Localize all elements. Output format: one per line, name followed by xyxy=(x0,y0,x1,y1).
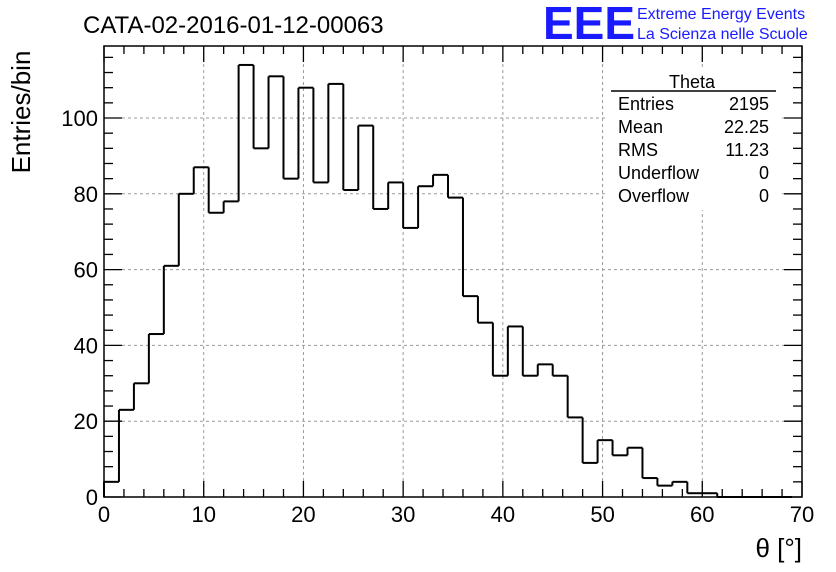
y-tick-label: 20 xyxy=(74,409,98,434)
chart-title: CATA-02-2016-01-12-00063 xyxy=(83,12,384,39)
brand-line-2: La Scienza nelle Scuole xyxy=(637,26,808,43)
stats-row-value: 0 xyxy=(759,186,769,206)
stats-row-value: 0 xyxy=(759,163,769,183)
x-tick-label: 60 xyxy=(690,502,714,527)
y-tick-label: 60 xyxy=(74,258,98,283)
stats-row-label: Overflow xyxy=(618,186,690,206)
tick-label-layer: 0 10 20 30 40 50 60 70 0 20 40 60 80 100 xyxy=(61,106,814,527)
stats-box-title: Theta xyxy=(669,72,716,92)
x-axis-label: θ [°] xyxy=(755,533,802,563)
y-tick-label: 0 xyxy=(86,485,98,510)
stats-row-value: 11.23 xyxy=(725,140,769,160)
stats-row-label: Mean xyxy=(618,117,663,137)
x-tick-label: 20 xyxy=(291,502,315,527)
y-axis-label: Entries/bin xyxy=(6,51,36,174)
x-tick-label: 0 xyxy=(98,502,110,527)
x-tick-label: 50 xyxy=(590,502,614,527)
brand-line-1: Extreme Energy Events xyxy=(637,6,805,23)
y-tick-label: 80 xyxy=(74,182,98,207)
stats-row-label: Underflow xyxy=(618,163,700,183)
grid-layer xyxy=(104,46,802,497)
axes-layer xyxy=(103,45,803,498)
stats-row-value: 2195 xyxy=(729,94,769,114)
eee-logo: EEE xyxy=(543,0,635,49)
stats-box-background xyxy=(608,70,780,210)
y-tick-label: 100 xyxy=(61,106,98,131)
x-tick-label: 10 xyxy=(191,502,215,527)
stats-row-value: 22.25 xyxy=(724,117,769,137)
y-tick-label: 40 xyxy=(74,333,98,358)
stats-rows: Entries 2195 Mean 22.25 RMS 11.23 Underflow 0 Ov… xyxy=(618,94,769,206)
x-tick-label: 70 xyxy=(790,502,814,527)
x-tick-label: 40 xyxy=(491,502,515,527)
stats-box: Theta Entries 2195 Mean 22.25 RMS 11.23 Underf… xyxy=(608,70,780,210)
plot-frame xyxy=(103,45,803,498)
x-tick-label: 30 xyxy=(391,502,415,527)
stats-row-label: RMS xyxy=(618,140,658,160)
stats-row-label: Entries xyxy=(618,94,674,114)
